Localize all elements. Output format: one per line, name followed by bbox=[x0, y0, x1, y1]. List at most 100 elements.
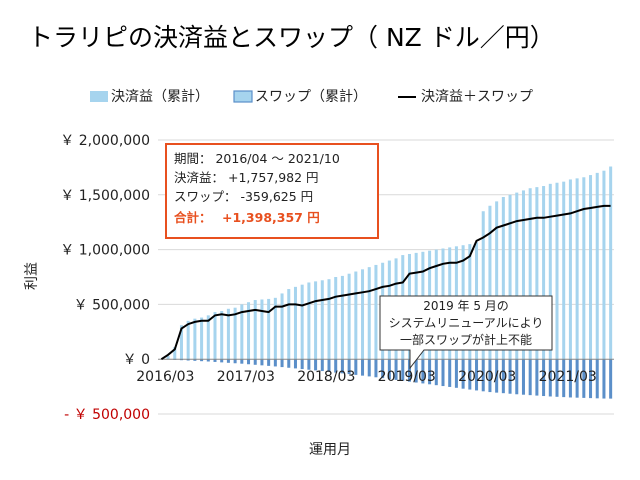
swap-bar bbox=[495, 359, 499, 393]
settlement-bar bbox=[354, 271, 358, 360]
swap-bar bbox=[334, 359, 338, 373]
swap-bar bbox=[575, 359, 579, 398]
swap-bar bbox=[528, 359, 532, 396]
swap-bar bbox=[501, 359, 505, 394]
swap-bar bbox=[273, 359, 277, 367]
swap-bar bbox=[461, 359, 465, 389]
legend-label-total: 決済益＋スワップ bbox=[421, 89, 533, 105]
settlement-bar bbox=[280, 293, 284, 360]
settlement-bar bbox=[488, 205, 492, 360]
swap-bar bbox=[260, 359, 264, 366]
swap-bar bbox=[240, 359, 244, 364]
x-tick-label: 2017/03 bbox=[217, 369, 275, 385]
settlement-bar bbox=[193, 318, 197, 360]
settlement-bar bbox=[220, 310, 224, 360]
swap-bar bbox=[589, 359, 593, 399]
settlement-bar bbox=[521, 190, 525, 360]
settlement-bar bbox=[293, 286, 297, 360]
swap-bar bbox=[327, 359, 331, 372]
settlement-bar bbox=[260, 299, 264, 360]
settlement-bar bbox=[609, 166, 613, 360]
swap-bar bbox=[394, 359, 398, 380]
settlement-bar bbox=[535, 187, 539, 360]
y-axis-label: 利益 bbox=[24, 262, 40, 290]
settlement-bar bbox=[206, 315, 210, 360]
y-tick-label: ￥ 1,500,000 bbox=[60, 188, 150, 204]
swap-bar bbox=[367, 359, 371, 377]
settlement-bar bbox=[186, 320, 190, 360]
settlement-bar bbox=[515, 192, 519, 360]
swap-bar bbox=[220, 359, 224, 363]
swap-bar bbox=[307, 359, 311, 370]
settlement-bar bbox=[548, 183, 552, 360]
swap-bar bbox=[582, 359, 586, 398]
summary-swap: スワップ： -359,625 円 bbox=[174, 189, 313, 204]
swap-bar bbox=[401, 359, 405, 381]
settlement-bar bbox=[327, 279, 331, 360]
swap-bar bbox=[387, 359, 391, 380]
swap-bar bbox=[253, 359, 257, 365]
settlement-bar bbox=[542, 186, 546, 360]
swap-bar bbox=[521, 359, 525, 395]
settlement-bar bbox=[334, 277, 338, 360]
settlement-bar bbox=[314, 281, 318, 360]
swap-bar bbox=[381, 359, 385, 379]
swap-bar bbox=[448, 359, 452, 387]
swap-bar bbox=[226, 359, 230, 363]
x-tick-label: 2020/03 bbox=[458, 369, 516, 385]
swap-bar bbox=[186, 359, 190, 361]
swap-bar bbox=[354, 359, 358, 375]
swap-bar bbox=[542, 359, 546, 397]
legend: 決済益（累計） スワップ（累計） 決済益＋スワップ bbox=[90, 89, 533, 105]
y-tick-label: ￥ 2,000,000 bbox=[60, 133, 150, 149]
swap-bar bbox=[434, 359, 438, 386]
swap-bar bbox=[548, 359, 552, 397]
swap-bar bbox=[555, 359, 559, 397]
settlement-bar bbox=[501, 196, 505, 360]
annotation-callout bbox=[379, 295, 553, 370]
settlement-bar bbox=[568, 179, 572, 360]
settlement-bar bbox=[340, 275, 344, 360]
summary-box-frame bbox=[165, 143, 379, 239]
x-tick-label: 2016/03 bbox=[136, 369, 194, 385]
settlement-bar bbox=[562, 181, 566, 360]
swap-bar bbox=[515, 359, 519, 395]
settlement-bar bbox=[273, 297, 277, 360]
swap-bar bbox=[568, 359, 572, 398]
legend-swatch-settlement bbox=[90, 91, 108, 102]
swap-bar bbox=[267, 359, 271, 366]
settlement-bar bbox=[287, 289, 291, 360]
settlement-bar bbox=[367, 267, 371, 360]
swap-bar bbox=[300, 359, 304, 370]
swap-bar bbox=[314, 359, 318, 371]
swap-bar bbox=[233, 359, 237, 364]
annotation-line-2: システムリニューアルにより bbox=[389, 316, 544, 330]
swap-bar bbox=[347, 359, 351, 375]
settlement-bar bbox=[575, 178, 579, 360]
x-tick-label: 2021/03 bbox=[539, 369, 597, 385]
swap-bar bbox=[488, 359, 492, 393]
settlement-bar bbox=[361, 269, 365, 360]
settlement-bar bbox=[307, 282, 311, 360]
x-tick-label: 2018/03 bbox=[297, 369, 355, 385]
settlement-bar bbox=[528, 188, 532, 360]
swap-bar bbox=[340, 359, 344, 374]
swap-bar bbox=[421, 359, 425, 384]
swap-bar bbox=[247, 359, 251, 365]
swap-bar bbox=[206, 359, 210, 362]
swap-bar bbox=[361, 359, 365, 376]
chart-title: トラリピの決済益とスワップ（ NZ ドル／円） bbox=[28, 23, 555, 52]
swap-bar bbox=[280, 359, 284, 368]
settlement-bar bbox=[347, 273, 351, 360]
settlement-bar bbox=[555, 182, 559, 360]
swap-bar bbox=[562, 359, 566, 398]
settlement-bar bbox=[582, 177, 586, 360]
summary-total-label: 合計： bbox=[174, 210, 212, 225]
settlement-bar bbox=[602, 170, 606, 360]
swap-bar bbox=[213, 359, 217, 362]
settlement-bar bbox=[589, 175, 593, 360]
swap-bar bbox=[441, 359, 445, 387]
swap-bar bbox=[293, 359, 297, 369]
swap-bar bbox=[287, 359, 291, 368]
